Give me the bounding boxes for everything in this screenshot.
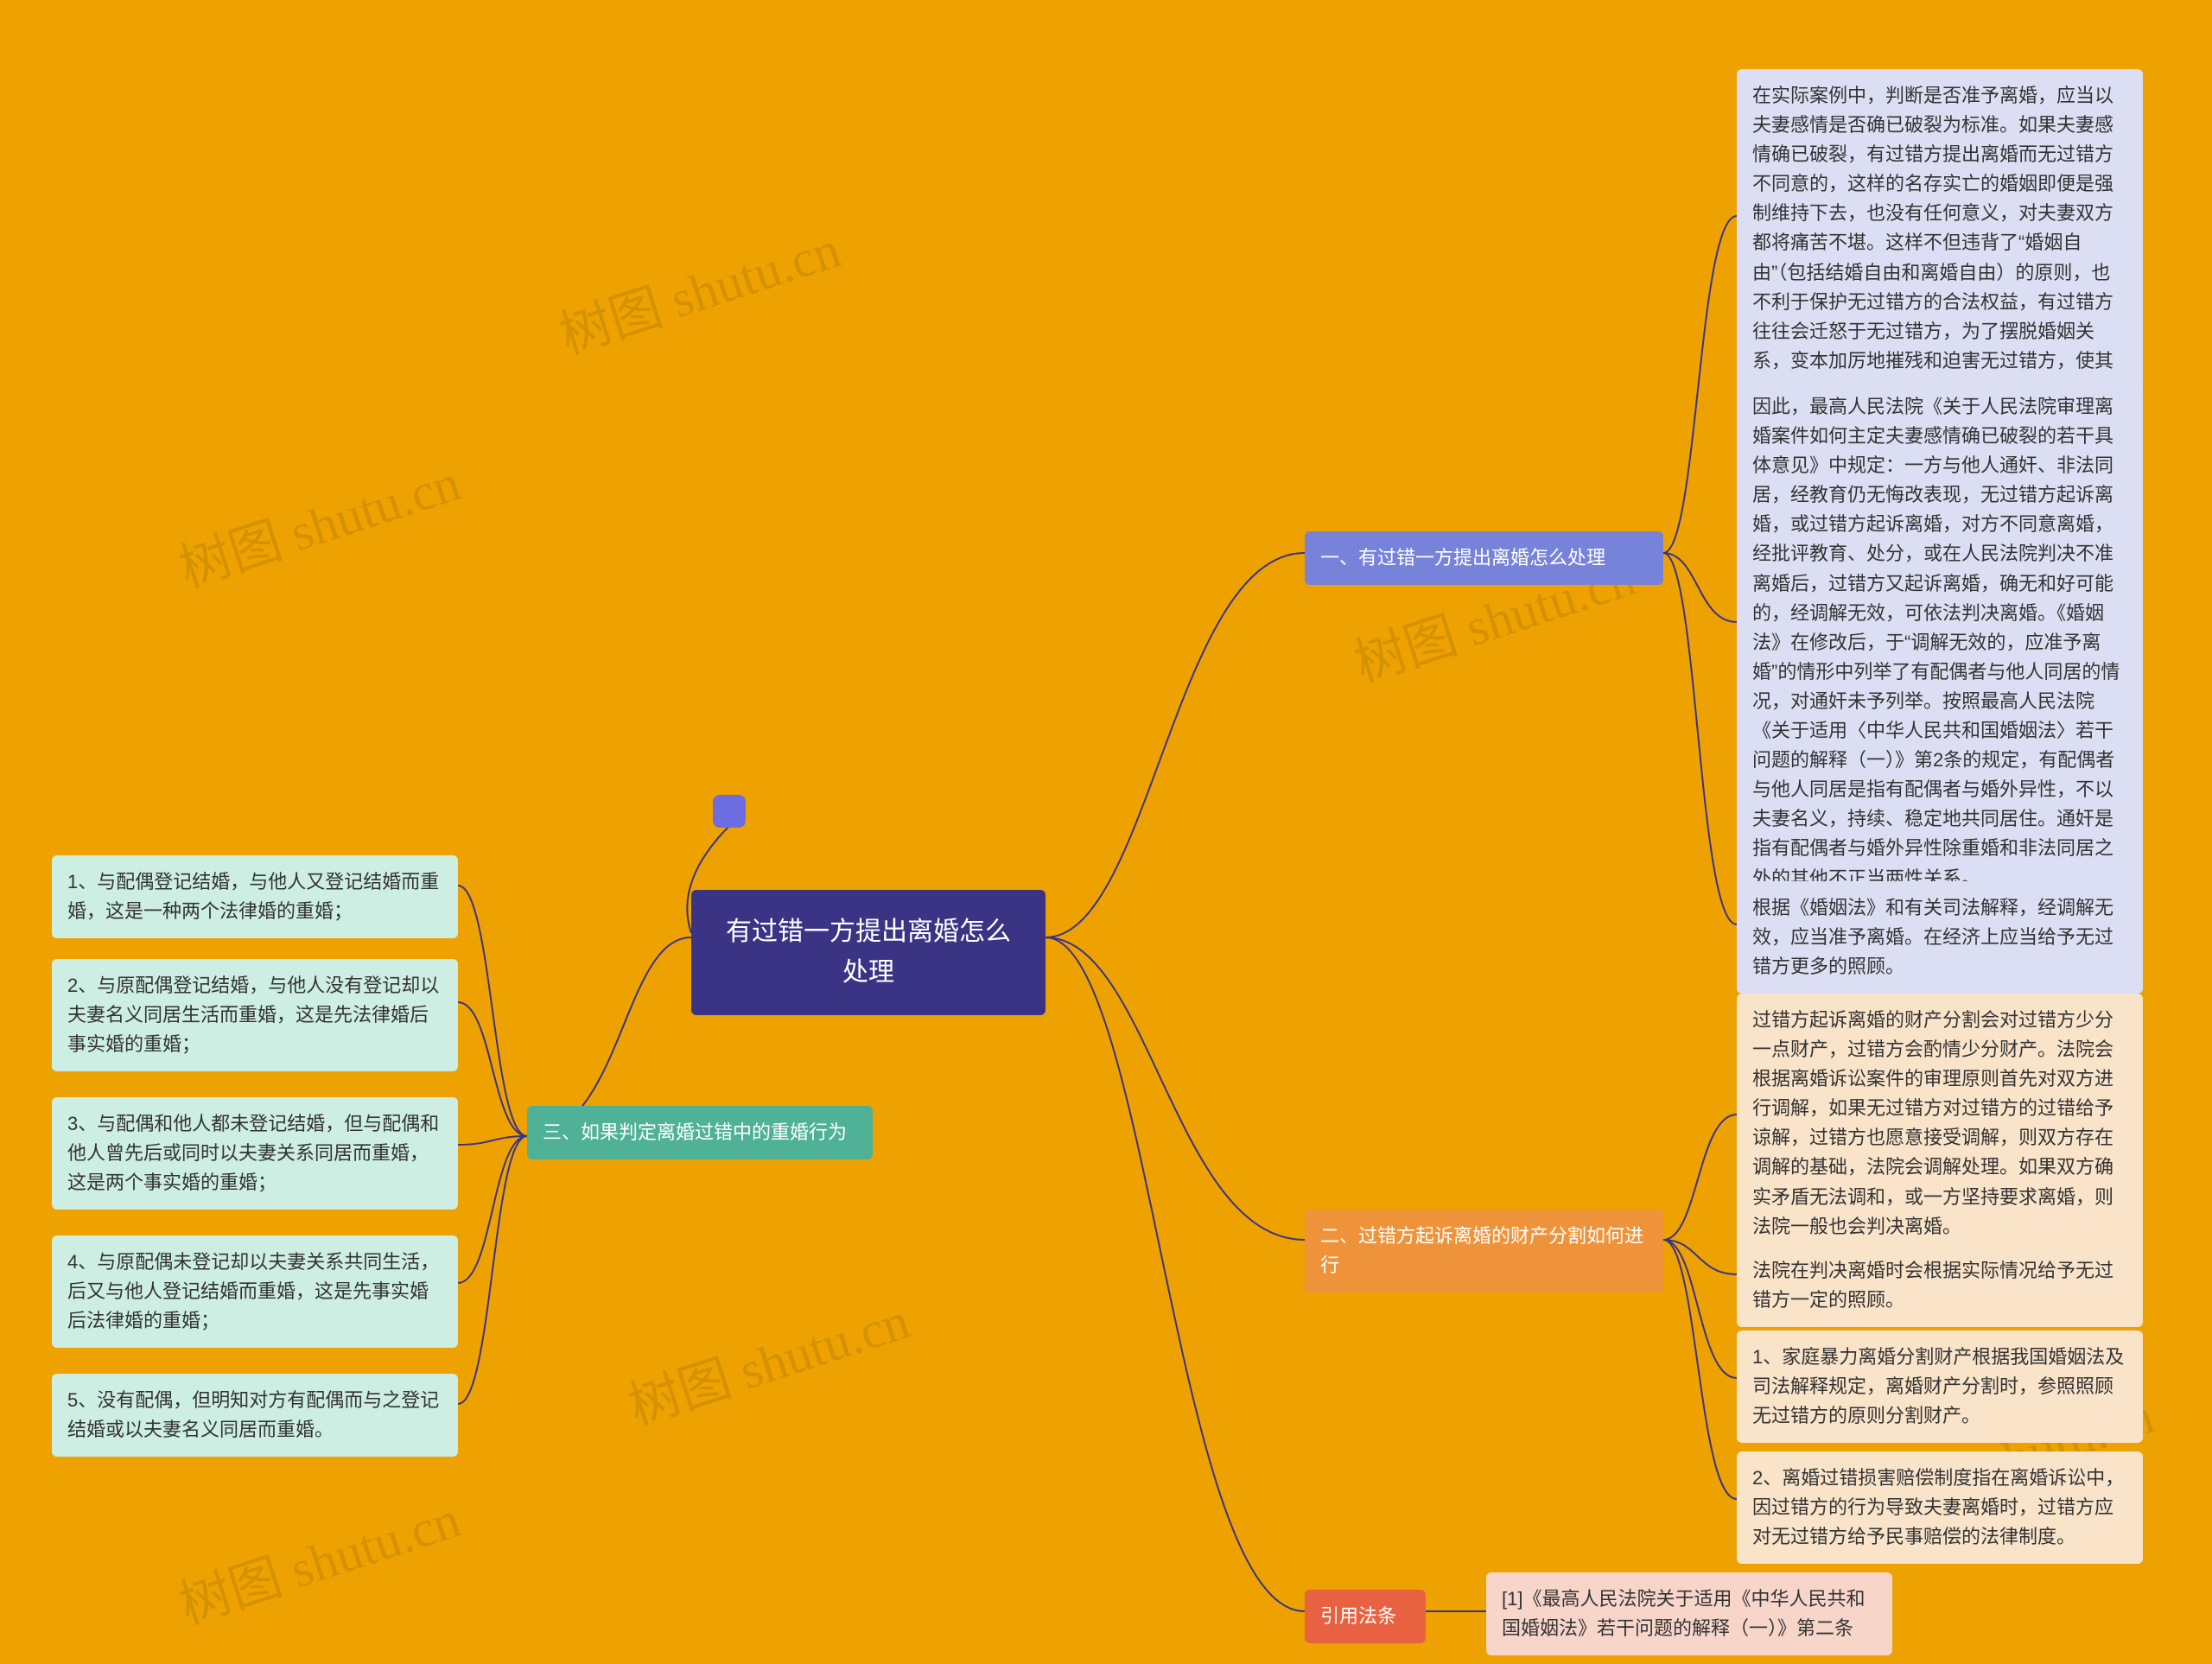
branch-1[interactable]: 一、有过错一方提出离婚怎么处理 bbox=[1305, 531, 1663, 585]
branch-1-leaf[interactable]: 根据《婚姻法》和有关司法解释，经调解无效，应当准予离婚。在经济上应当给予无过错方… bbox=[1737, 881, 2143, 994]
watermark: 树图 shutu.cn bbox=[168, 1477, 468, 1639]
watermark: 树图 shutu.cn bbox=[168, 441, 468, 602]
branch-1-leaf[interactable]: 因此，最高人民法院《关于人民法院审理离婚案件如何主定夫妻感情确已破裂的若干具体意… bbox=[1737, 380, 2143, 905]
branch-2-leaf[interactable]: 1、家庭暴力离婚分割财产根据我国婚姻法及司法解释规定，离婚财产分割时，参照照顾无… bbox=[1737, 1331, 2143, 1443]
branch-3-leaf[interactable]: 2、与原配偶登记结婚，与他人没有登记却以夫妻名义同居生活而重婚，这是先法律婚后事… bbox=[52, 959, 458, 1071]
branch-2-leaf[interactable]: 过错方起诉离婚的财产分割会对过错方少分一点财产，过错方会酌情少分财产。法院会根据… bbox=[1737, 994, 2143, 1254]
root-node[interactable]: 有过错一方提出离婚怎么处理 bbox=[691, 890, 1046, 1015]
branch-3[interactable]: 三、如果判定离婚过错中的重婚行为 bbox=[527, 1106, 873, 1159]
branch-3-leaf[interactable]: 3、与配偶和他人都未登记结婚，但与配偶和他人曾先后或同时以夫妻关系同居而重婚，这… bbox=[52, 1097, 458, 1210]
branch-3-leaf[interactable]: 5、没有配偶，但明知对方有配偶而与之登记结婚或以夫妻名义同居而重婚。 bbox=[52, 1374, 458, 1457]
root-collapse-toggle[interactable] bbox=[713, 795, 746, 828]
branch-4-leaf[interactable]: [1]《最高人民法院关于适用《中华人民共和国婚姻法》若干问题的解释（一）》第二条 bbox=[1486, 1572, 1892, 1655]
branch-3-leaf[interactable]: 1、与配偶登记结婚，与他人又登记结婚而重婚，这是一种两个法律婚的重婚； bbox=[52, 855, 458, 938]
watermark: 树图 shutu.cn bbox=[618, 1279, 918, 1440]
branch-2[interactable]: 二、过错方起诉离婚的财产分割如何进行 bbox=[1305, 1210, 1663, 1292]
branch-3-leaf[interactable]: 4、与原配偶未登记却以夫妻关系共同生活，后又与他人登记结婚而重婚，这是先事实婚后… bbox=[52, 1235, 458, 1348]
branch-4[interactable]: 引用法条 bbox=[1305, 1590, 1426, 1643]
branch-1-leaf[interactable]: 在实际案例中，判断是否准予离婚，应当以夫妻感情是否确已破裂为标准。如果夫妻感情确… bbox=[1737, 69, 2143, 417]
watermark: 树图 shutu.cn bbox=[549, 207, 849, 369]
branch-2-leaf[interactable]: 2、离婚过错损害赔偿制度指在离婚诉讼中，因过错方的行为导致夫妻离婚时，过错方应对… bbox=[1737, 1451, 2143, 1564]
branch-2-leaf[interactable]: 法院在判决离婚时会根据实际情况给予无过错方一定的照顾。 bbox=[1737, 1244, 2143, 1327]
